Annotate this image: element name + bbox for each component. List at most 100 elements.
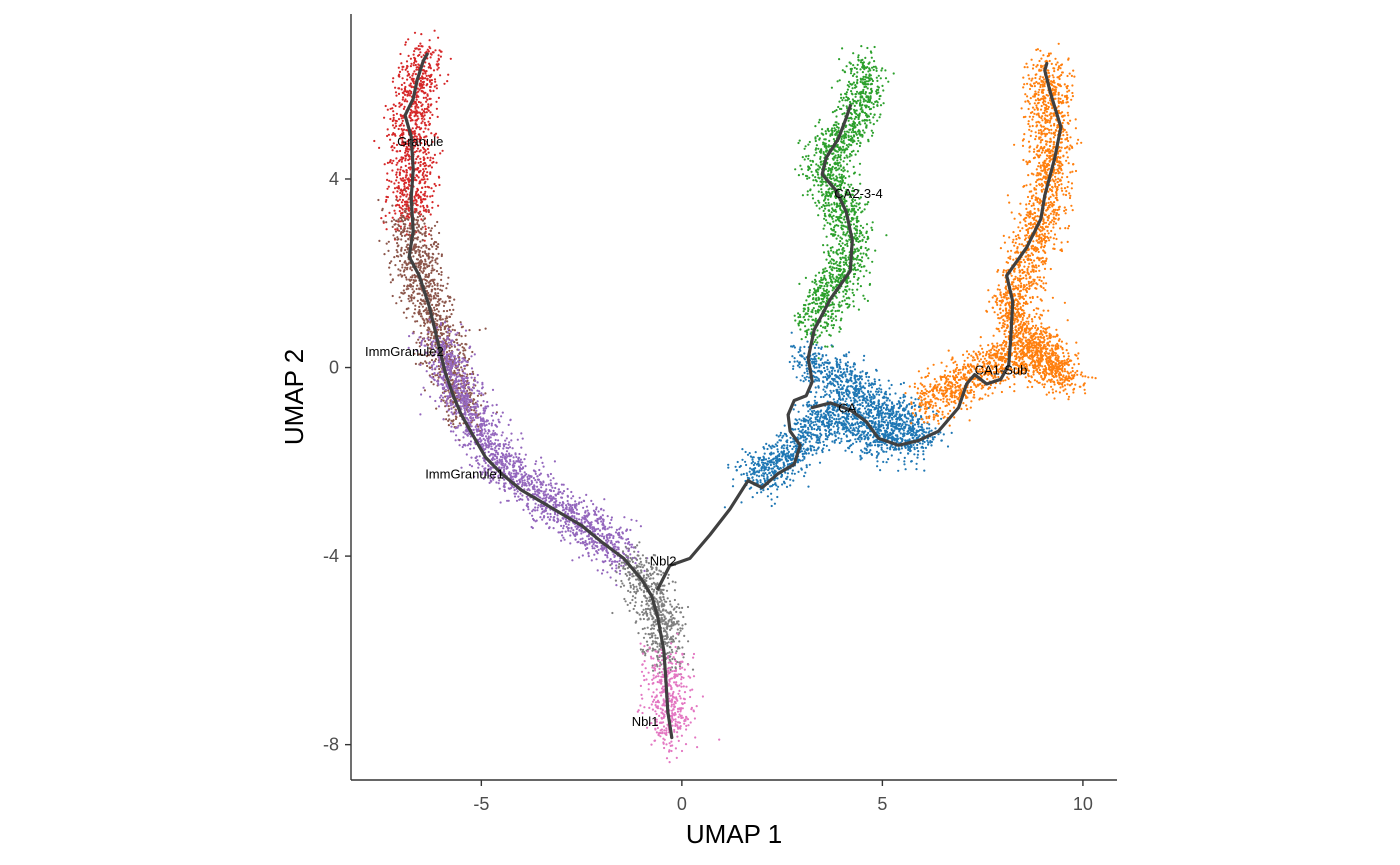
point (651, 647, 655, 650)
point (498, 458, 501, 461)
point (472, 428, 475, 431)
point (400, 160, 403, 163)
point (398, 173, 401, 177)
point (416, 223, 419, 226)
point (677, 673, 680, 676)
point (675, 681, 678, 684)
point (566, 494, 569, 497)
point (448, 349, 451, 352)
point (464, 329, 468, 332)
point (670, 699, 673, 702)
point (419, 210, 422, 213)
point (610, 539, 613, 543)
point (479, 419, 483, 422)
point (435, 326, 439, 329)
point (403, 185, 406, 188)
point (674, 673, 677, 676)
point (618, 562, 621, 566)
point (414, 178, 417, 181)
point (378, 146, 381, 149)
point (388, 262, 391, 265)
point (662, 685, 665, 688)
point (441, 377, 445, 380)
point (407, 90, 410, 93)
point (407, 158, 410, 162)
point (462, 380, 465, 383)
point (402, 96, 405, 99)
point (434, 374, 437, 377)
point (504, 439, 507, 442)
point (643, 679, 646, 682)
point (404, 157, 407, 160)
point (455, 375, 458, 378)
point (542, 481, 545, 484)
point (673, 589, 677, 592)
point (687, 663, 690, 666)
point (422, 263, 425, 266)
point (407, 204, 410, 207)
point (398, 172, 402, 175)
point (668, 600, 672, 603)
point (387, 249, 390, 252)
point (670, 686, 673, 690)
point (447, 389, 450, 392)
point (512, 469, 515, 472)
point (404, 201, 407, 204)
point (663, 746, 666, 750)
point (400, 88, 403, 91)
point (415, 199, 418, 202)
point (673, 705, 677, 708)
point (639, 581, 642, 585)
point (593, 510, 597, 514)
point (431, 140, 434, 143)
point (668, 658, 671, 661)
point (417, 245, 420, 248)
point (651, 666, 654, 669)
point (400, 238, 403, 241)
point (403, 179, 406, 182)
point (447, 405, 450, 408)
point (448, 315, 451, 318)
point (453, 380, 456, 383)
point (656, 672, 660, 675)
point (430, 166, 433, 169)
point (424, 360, 427, 363)
point (424, 96, 428, 99)
point (517, 457, 520, 460)
point (423, 148, 426, 151)
point (483, 459, 486, 463)
point (395, 219, 398, 222)
point (455, 412, 458, 415)
point (663, 704, 666, 707)
point (416, 87, 419, 90)
point (567, 523, 570, 526)
point (675, 650, 678, 653)
point (635, 590, 638, 593)
point (517, 483, 520, 486)
point (412, 80, 415, 83)
point (642, 608, 645, 611)
point (621, 582, 624, 585)
point (393, 218, 396, 221)
point (431, 368, 434, 371)
point (387, 240, 390, 243)
point (400, 166, 403, 169)
point (407, 187, 410, 190)
point (433, 182, 436, 186)
point (498, 487, 501, 490)
point (560, 524, 563, 528)
point (575, 531, 578, 534)
point (664, 609, 667, 612)
point (426, 364, 429, 368)
point (456, 354, 460, 357)
point (400, 231, 403, 234)
point (554, 486, 557, 490)
point (486, 405, 489, 408)
point (422, 215, 425, 218)
point (422, 86, 425, 89)
point (651, 572, 654, 575)
point (386, 128, 389, 131)
point (470, 417, 473, 420)
point (416, 144, 420, 147)
point (628, 573, 631, 577)
